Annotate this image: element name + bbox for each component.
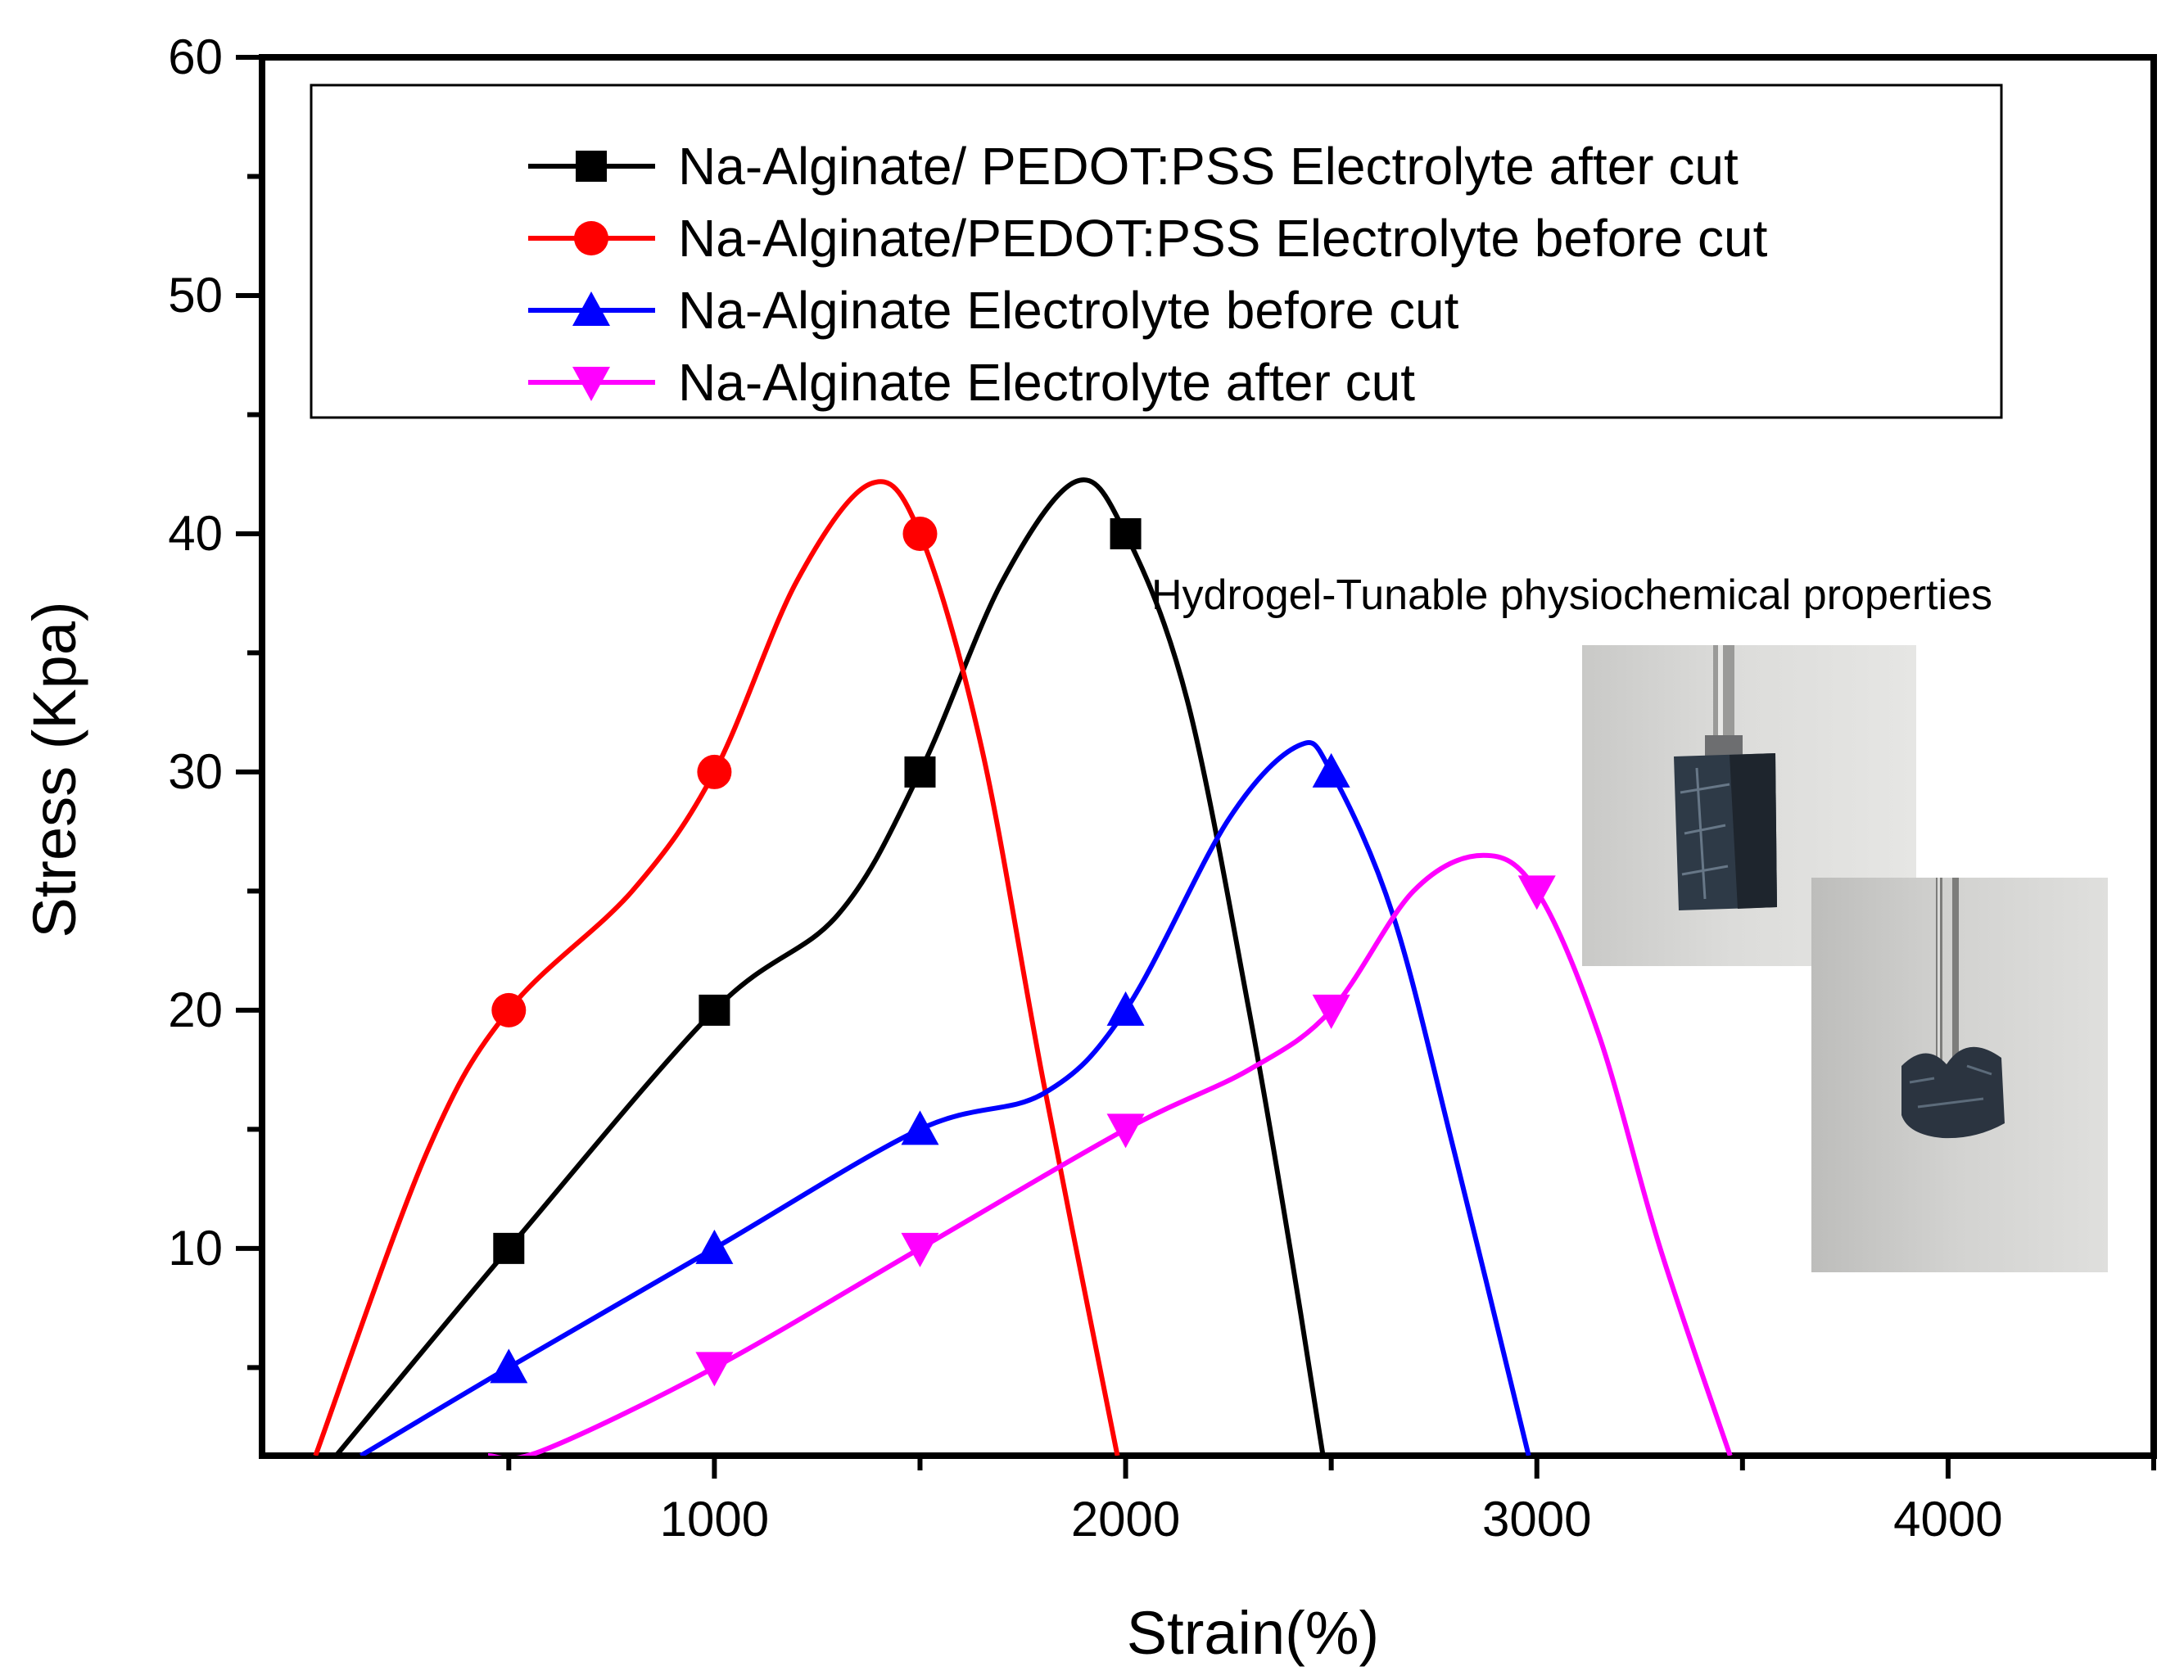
- series-line: [334, 477, 1326, 1456]
- legend: Na-Alginate/ PEDOT:PSS Electrolyte after…: [310, 84, 2003, 419]
- data-point: [699, 994, 730, 1026]
- series-layer: [313, 477, 1733, 1456]
- data-point: [695, 1229, 734, 1264]
- data-point: [490, 1348, 528, 1384]
- series-line: [359, 740, 1531, 1456]
- x-tick-label: 4000: [1893, 1492, 2002, 1547]
- data-point: [1312, 752, 1350, 788]
- x-tick-label: 3000: [1482, 1492, 1591, 1547]
- data-point: [1110, 517, 1142, 549]
- data-point: [493, 1232, 525, 1264]
- plot-frame: [259, 54, 2157, 1459]
- series-3: [359, 740, 1531, 1456]
- legend-item-4: Na-Alginate Electrolyte after cut: [528, 353, 1415, 412]
- data-point: [491, 992, 527, 1027]
- y-tick-label: 10: [168, 1221, 223, 1276]
- y-tick-label: 60: [168, 29, 223, 84]
- y-tick-label: 20: [168, 982, 223, 1037]
- series-line: [313, 479, 1120, 1456]
- data-point: [1106, 1113, 1145, 1149]
- legend-item-3: Na-Alginate Electrolyte before cut: [528, 281, 1459, 340]
- legend-label: Na-Alginate/PEDOT:PSS Electrolyte before…: [678, 209, 1768, 268]
- legend-marker: [576, 151, 607, 182]
- data-point: [901, 1110, 939, 1145]
- series-line: [487, 852, 1733, 1456]
- data-point: [904, 756, 936, 788]
- x-axis-label: Strain(%): [1127, 1599, 1379, 1667]
- data-point: [901, 1232, 939, 1267]
- y-axis-label: Stress (Kpa): [20, 601, 88, 937]
- legend-label: Na-Alginate Electrolyte before cut: [678, 281, 1459, 340]
- legend-marker: [572, 367, 610, 401]
- legend-item-2: Na-Alginate/PEDOT:PSS Electrolyte before…: [528, 209, 1768, 268]
- data-point: [902, 516, 938, 551]
- y-axis: 10 20 30 40 50 60: [168, 29, 262, 1371]
- series-2: [313, 479, 1120, 1456]
- data-point: [695, 1352, 734, 1387]
- legend-marker: [574, 221, 608, 255]
- y-tick-label: 40: [168, 506, 223, 561]
- y-tick-label: 30: [168, 744, 223, 799]
- data-point: [697, 754, 732, 789]
- data-point: [1312, 994, 1350, 1029]
- y-tick-label: 50: [168, 268, 223, 323]
- legend-marker: [572, 291, 610, 326]
- hydrogel-photo-before-cut: [1582, 645, 1916, 966]
- series-1: [334, 477, 1326, 1456]
- x-axis: 1000 2000 3000 4000: [506, 1456, 2156, 1547]
- legend-item-1: Na-Alginate/ PEDOT:PSS Electrolyte after…: [528, 137, 1739, 196]
- data-point: [1517, 875, 1556, 910]
- hydrogel-photo-after-cut: [1811, 878, 2108, 1272]
- x-tick-label: 1000: [660, 1492, 769, 1547]
- series-4: [487, 852, 1733, 1456]
- legend-label: Na-Alginate Electrolyte after cut: [678, 353, 1415, 412]
- x-tick-label: 2000: [1071, 1492, 1180, 1547]
- legend-label: Na-Alginate/ PEDOT:PSS Electrolyte after…: [678, 137, 1739, 196]
- annotation-text: Hydrogel-Tunable physiochemical properti…: [1151, 571, 1992, 619]
- data-point: [1106, 991, 1145, 1026]
